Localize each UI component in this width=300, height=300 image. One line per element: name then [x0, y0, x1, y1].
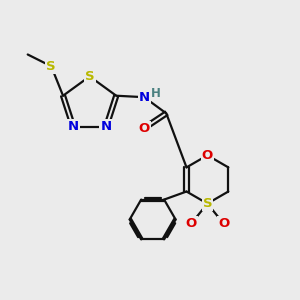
Text: N: N [100, 121, 112, 134]
Text: H: H [151, 87, 160, 100]
Text: O: O [202, 149, 213, 162]
Text: N: N [68, 121, 79, 134]
Text: S: S [85, 70, 94, 83]
Text: O: O [139, 122, 150, 135]
Text: S: S [202, 197, 212, 210]
Text: N: N [139, 91, 150, 104]
Text: O: O [186, 217, 197, 230]
Text: S: S [46, 60, 56, 73]
Text: O: O [218, 217, 229, 230]
